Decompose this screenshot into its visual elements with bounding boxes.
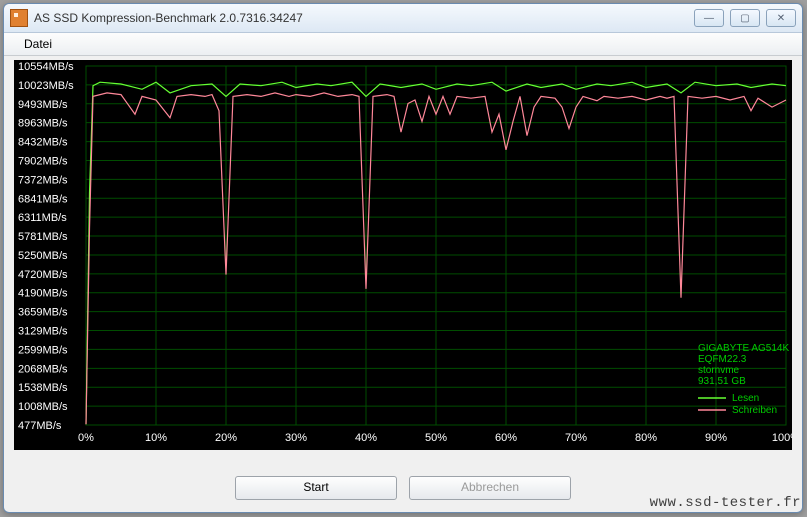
- svg-text:Lesen: Lesen: [732, 393, 759, 404]
- svg-text:10023MB/s: 10023MB/s: [18, 80, 74, 92]
- svg-text:1538MB/s: 1538MB/s: [18, 382, 68, 394]
- app-icon: [10, 9, 28, 27]
- watermark: www.ssd-tester.fr: [650, 495, 801, 511]
- svg-text:40%: 40%: [355, 432, 377, 444]
- svg-text:5250MB/s: 5250MB/s: [18, 250, 68, 262]
- svg-text:80%: 80%: [635, 432, 657, 444]
- svg-text:GIGABYTE AG514K: GIGABYTE AG514K: [698, 343, 789, 354]
- maximize-button[interactable]: ▢: [730, 9, 760, 27]
- svg-text:30%: 30%: [285, 432, 307, 444]
- chart-svg: 10554MB/s 10023MB/s 9493MB/s 8963MB/s 8432MB…: [14, 60, 792, 450]
- svg-text:4720MB/s: 4720MB/s: [18, 269, 68, 281]
- menubar: Datei: [4, 33, 802, 56]
- svg-text:10%: 10%: [145, 432, 167, 444]
- svg-text:8963MB/s: 8963MB/s: [18, 118, 68, 130]
- svg-text:2068MB/s: 2068MB/s: [18, 363, 68, 375]
- svg-text:100%: 100%: [772, 432, 792, 444]
- svg-text:7902MB/s: 7902MB/s: [18, 155, 68, 167]
- svg-text:10554MB/s: 10554MB/s: [18, 61, 74, 73]
- svg-text:50%: 50%: [425, 432, 447, 444]
- svg-text:5781MB/s: 5781MB/s: [18, 231, 68, 243]
- svg-text:8432MB/s: 8432MB/s: [18, 137, 68, 149]
- drive-info: GIGABYTE AG514KEQFM22.3stornvme931,51 GB: [698, 343, 789, 387]
- window-title: AS SSD Kompression-Benchmark 2.0.7316.34…: [34, 11, 694, 25]
- svg-text:3129MB/s: 3129MB/s: [18, 326, 68, 338]
- svg-text:7372MB/s: 7372MB/s: [18, 174, 68, 186]
- svg-text:6841MB/s: 6841MB/s: [18, 193, 68, 205]
- svg-text:2599MB/s: 2599MB/s: [18, 344, 68, 356]
- svg-text:Schreiben: Schreiben: [732, 405, 777, 416]
- close-button[interactable]: ✕: [766, 9, 796, 27]
- svg-text:9493MB/s: 9493MB/s: [18, 99, 68, 111]
- compression-chart: 10554MB/s 10023MB/s 9493MB/s 8963MB/s 8432MB…: [14, 60, 792, 450]
- svg-text:60%: 60%: [495, 432, 517, 444]
- cancel-button: Abbrechen: [409, 476, 571, 500]
- svg-text:4190MB/s: 4190MB/s: [18, 288, 68, 300]
- svg-text:0%: 0%: [78, 432, 94, 444]
- legend: LesenSchreiben: [698, 393, 777, 416]
- svg-text:70%: 70%: [565, 432, 587, 444]
- svg-text:477MB/s: 477MB/s: [18, 420, 62, 432]
- window-buttons: — ▢ ✕: [694, 9, 796, 27]
- svg-text:3659MB/s: 3659MB/s: [18, 307, 68, 319]
- app-window: AS SSD Kompression-Benchmark 2.0.7316.34…: [3, 3, 803, 513]
- svg-text:1008MB/s: 1008MB/s: [18, 401, 68, 413]
- menu-datei[interactable]: Datei: [16, 35, 60, 53]
- start-button[interactable]: Start: [235, 476, 397, 500]
- titlebar[interactable]: AS SSD Kompression-Benchmark 2.0.7316.34…: [4, 4, 802, 33]
- minimize-button[interactable]: —: [694, 9, 724, 27]
- svg-text:stornvme: stornvme: [698, 365, 740, 376]
- svg-text:90%: 90%: [705, 432, 727, 444]
- svg-text:20%: 20%: [215, 432, 237, 444]
- svg-text:931,51 GB: 931,51 GB: [698, 376, 746, 387]
- svg-text:6311MB/s: 6311MB/s: [18, 212, 67, 224]
- svg-text:EQFM22.3: EQFM22.3: [698, 354, 747, 365]
